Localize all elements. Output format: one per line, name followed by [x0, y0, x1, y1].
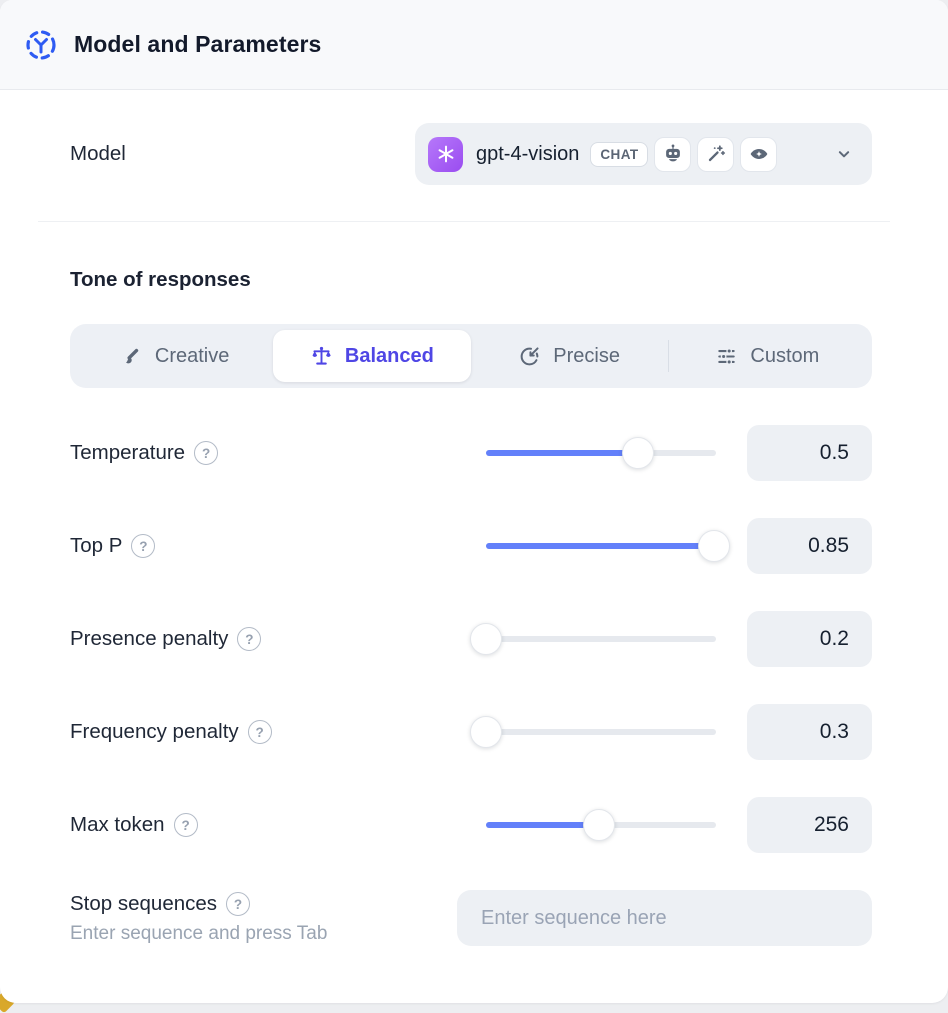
presence-penalty-row: Presence penalty ? 0.2	[70, 611, 872, 667]
temperature-value-input[interactable]: 0.5	[747, 425, 872, 481]
frequency-penalty-label: Frequency penalty	[70, 720, 239, 743]
help-icon[interactable]: ?	[194, 441, 219, 465]
stop-sequences-label: Stop sequences	[70, 892, 218, 915]
tone-option-label: Custom	[750, 344, 820, 367]
max-token-label: Max token	[70, 813, 165, 836]
tone-heading: Tone of responses	[70, 268, 251, 291]
vision-eye-icon	[740, 136, 778, 172]
tone-option-label: Creative	[154, 344, 230, 367]
temperature-label: Temperature	[70, 441, 186, 464]
top-p-label: Top P	[70, 534, 123, 557]
stop-sequence-input[interactable]	[457, 890, 872, 946]
paintbrush-icon	[120, 345, 143, 368]
tone-segmented-control: Creative Balanced	[70, 324, 872, 388]
model-select-dropdown[interactable]: gpt-4-vision CHAT	[415, 123, 872, 185]
tone-option-label: Precise	[553, 344, 620, 367]
openai-logo	[428, 136, 463, 172]
slider-thumb[interactable]	[582, 809, 615, 841]
balance-scale-icon	[310, 345, 333, 368]
help-icon[interactable]: ?	[131, 534, 156, 558]
slider-thumb[interactable]	[470, 716, 502, 748]
help-icon[interactable]: ?	[237, 627, 262, 651]
stop-sequences-hint: Enter sequence and press Tab	[70, 923, 328, 944]
top-p-value-input[interactable]: 0.85	[747, 518, 872, 574]
tone-option-label: Balanced	[344, 344, 434, 367]
help-icon[interactable]: ?	[247, 720, 272, 744]
sliders-icon	[715, 345, 738, 368]
presence-penalty-label: Presence penalty	[70, 627, 229, 650]
panel-header: Model and Parameters	[0, 0, 948, 90]
max-token-slider[interactable]	[486, 808, 716, 842]
stop-sequences-row: Stop sequences ? Enter sequence and pres…	[70, 890, 872, 946]
selected-model-name: gpt-4-vision	[476, 142, 580, 165]
max-token-row: Max token ? 256	[70, 797, 872, 853]
slider-track[interactable]	[486, 729, 716, 735]
tone-option-creative[interactable]: Creative	[76, 330, 273, 382]
section-divider	[38, 221, 890, 222]
tone-option-balanced[interactable]: Balanced	[273, 330, 471, 382]
target-icon	[518, 345, 541, 368]
magic-wand-icon	[697, 136, 735, 172]
model-row: Model gpt-4-vision CHAT	[70, 123, 872, 185]
slider-fill	[486, 543, 714, 549]
temperature-row: Temperature ? 0.5	[70, 425, 872, 481]
help-icon[interactable]: ?	[173, 813, 198, 837]
top-p-row: Top P ? 0.85	[70, 518, 872, 574]
segment-divider	[667, 340, 669, 372]
temperature-slider[interactable]	[486, 436, 716, 470]
slider-thumb[interactable]	[697, 530, 730, 562]
tone-option-custom[interactable]: Custom	[669, 330, 866, 382]
slider-track[interactable]	[486, 636, 716, 642]
model-label: Model	[70, 142, 126, 165]
model-dashed-circle-icon	[24, 28, 58, 62]
page-title: Model and Parameters	[74, 31, 322, 57]
frequency-penalty-slider[interactable]	[470, 715, 716, 749]
tone-option-precise[interactable]: Precise	[471, 330, 668, 382]
robot-icon	[654, 136, 692, 172]
max-token-value-input[interactable]: 256	[747, 797, 872, 853]
slider-thumb[interactable]	[621, 437, 654, 469]
presence-penalty-value-input[interactable]: 0.2	[747, 611, 872, 667]
slider-thumb[interactable]	[470, 623, 502, 655]
frequency-penalty-row: Frequency penalty ? 0.3	[70, 704, 872, 760]
slider-fill	[486, 450, 638, 456]
presence-penalty-slider[interactable]	[470, 622, 716, 656]
slider-fill	[486, 822, 599, 828]
top-p-slider[interactable]	[486, 529, 730, 563]
frequency-penalty-value-input[interactable]: 0.3	[747, 704, 872, 760]
help-icon[interactable]: ?	[226, 892, 251, 916]
chevron-down-icon	[834, 144, 854, 164]
chat-badge: CHAT	[590, 141, 649, 167]
